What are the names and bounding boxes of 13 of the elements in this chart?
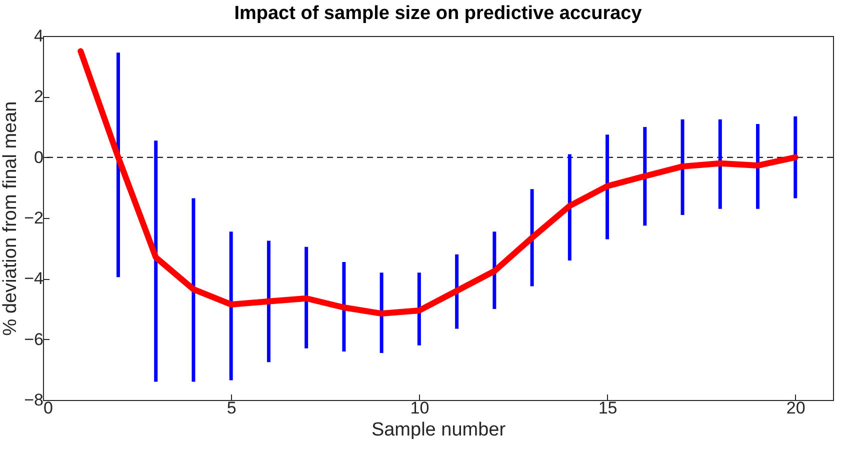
x-tick-label: 20 [786,398,806,418]
y-axis-title: % deviation from final mean [0,101,22,336]
y-tick-label: −4 [24,269,44,288]
x-tick-label: 5 [226,398,236,418]
x-tick-label: 15 [598,398,618,418]
y-tick-label: 2 [34,87,44,106]
y-tick-label: 4 [34,26,44,46]
x-tick-label: 10 [410,398,430,418]
chart-title: Impact of sample size on predictive accuracy [234,3,642,24]
y-tick-label: −2 [24,208,44,228]
y-tick-label: −8 [24,390,44,410]
y-tick-label: 0 [34,148,44,167]
y-tick-label: −6 [24,330,44,349]
